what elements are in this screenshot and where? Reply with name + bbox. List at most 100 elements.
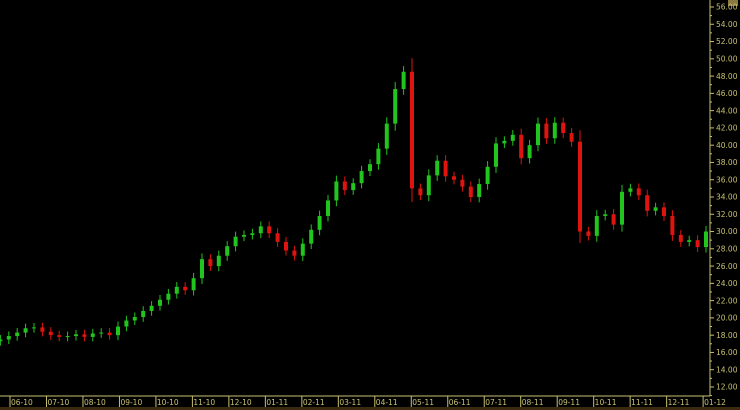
x-tick-label: 11-10: [193, 398, 215, 407]
candle: [561, 117, 566, 139]
candle-body: [158, 299, 162, 306]
candle-body: [687, 240, 692, 242]
candle: [586, 226, 591, 241]
candle: [208, 254, 213, 271]
y-tick-label: 30.00: [716, 227, 738, 236]
candle: [569, 128, 574, 147]
candle-body: [258, 226, 263, 234]
y-tick-label: 20.00: [716, 314, 738, 323]
x-axis-ticks: 06-10 07-10 08-10 09-10 10-10 11-10 12-10 01-11…: [9, 396, 726, 407]
x-tick-label: 08-11: [522, 398, 544, 407]
candle-body: [468, 186, 473, 197]
x-tick-label: 02-11: [303, 398, 325, 407]
y-tick-label: 48.00: [716, 72, 738, 81]
candle-body: [393, 89, 398, 124]
y-tick-label: 26.00: [716, 262, 738, 271]
candle: [317, 210, 322, 236]
candle: [250, 228, 255, 240]
candle-body: [57, 335, 62, 337]
candle-body: [384, 123, 389, 149]
candle: [578, 130, 582, 244]
x-tick-label: 10-11: [595, 398, 617, 407]
y-tick-label: 34.00: [716, 193, 738, 202]
candle: [183, 282, 188, 295]
candle-body: [678, 234, 683, 242]
x-tick-label: 01-12: [704, 398, 726, 407]
candle: [603, 209, 608, 221]
candle: [57, 330, 62, 342]
candle-body: [544, 123, 549, 139]
candle-body: [292, 250, 297, 256]
candle: [418, 183, 423, 201]
corner-button[interactable]: [728, 0, 738, 6]
y-tick-label: 22.00: [716, 296, 738, 305]
candle-body: [443, 160, 448, 177]
candle-body: [242, 234, 246, 237]
candle-body: [141, 310, 146, 318]
candle-body: [460, 179, 465, 187]
candle-body: [645, 195, 650, 211]
candle: [678, 230, 683, 247]
candle-body: [15, 332, 20, 337]
candle-body: [200, 259, 204, 279]
candle: [32, 323, 36, 333]
candle-body: [267, 226, 272, 234]
y-tick-label: 32.00: [716, 210, 738, 219]
candle-body: [183, 286, 188, 291]
candle: [65, 331, 70, 342]
candle-body: [527, 145, 532, 159]
bottom-strip: [0, 407, 740, 410]
candle-body: [6, 336, 11, 340]
candle-body: [552, 122, 557, 139]
candle-body: [611, 214, 616, 225]
candle: [502, 136, 507, 148]
x-tick-label: 11-11: [631, 398, 653, 407]
candle-body: [401, 71, 406, 90]
candle-body: [99, 332, 104, 334]
candle-body: [435, 160, 440, 176]
y-tick-label: 46.00: [716, 89, 738, 98]
candle: [6, 331, 11, 345]
x-tick-label: 07-11: [485, 398, 507, 407]
candle: [494, 137, 498, 173]
candle-body: [40, 327, 45, 332]
y-tick-label: 16.00: [716, 348, 738, 357]
candle: [174, 281, 179, 299]
candle-body: [620, 191, 624, 225]
candle-body: [510, 134, 515, 141]
y-tick-label: 54.00: [716, 20, 738, 29]
candle: [99, 328, 104, 338]
candle: [258, 221, 263, 239]
candle: [166, 288, 171, 305]
candle: [527, 139, 532, 164]
candle: [107, 328, 112, 340]
candle: [468, 181, 473, 203]
candle: [368, 159, 372, 176]
candle: [225, 241, 230, 261]
candle-body: [704, 231, 708, 248]
candle-body: [65, 336, 70, 338]
candle: [552, 117, 557, 144]
candle: [477, 178, 482, 203]
y-tick-label: 14.00: [716, 365, 738, 374]
candle: [267, 221, 272, 239]
candle-body: [317, 215, 322, 230]
y-tick-label: 28.00: [716, 245, 738, 254]
candle-body: [695, 240, 700, 248]
candle: [342, 176, 347, 196]
candle: [233, 231, 238, 252]
candle-body: [300, 243, 305, 256]
candle-body: [107, 332, 112, 336]
candle: [242, 230, 246, 242]
candle: [695, 235, 700, 252]
candle: [48, 327, 53, 340]
candle-body: [0, 339, 3, 342]
candle: [460, 174, 465, 192]
x-tick-label: 10-10: [157, 398, 179, 407]
candle: [351, 178, 356, 195]
x-tick-label: 08-10: [84, 398, 106, 407]
x-tick-label: 06-11: [449, 398, 471, 407]
candle: [384, 117, 389, 155]
